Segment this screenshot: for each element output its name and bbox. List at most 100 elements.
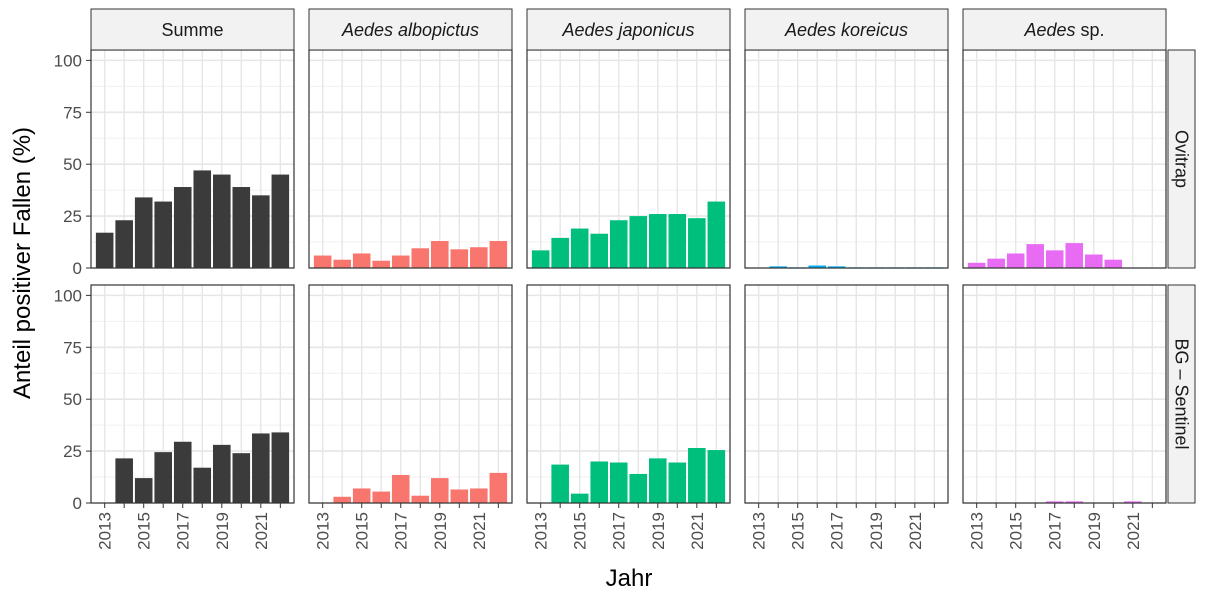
strip-label-species: Aedes albopictus: [341, 20, 479, 40]
panel: 0 25 50 75 100 2013 2015 2017 2019 2021: [54, 284, 295, 550]
panel-background: [309, 50, 512, 268]
strip-label-species: Aedes: [1023, 20, 1075, 40]
bar: [1084, 254, 1103, 268]
x-tick-label: 2017: [1046, 512, 1065, 550]
bar: [115, 458, 133, 503]
x-tick-label: 2021: [688, 512, 707, 550]
x-tick-label: 2013: [750, 512, 769, 550]
panel: [308, 49, 513, 269]
y-tick-label: 25: [63, 207, 82, 226]
bar: [590, 461, 609, 503]
panel: 2013 2015 2017 2019 2021: [962, 284, 1167, 550]
bar: [827, 266, 846, 268]
x-tick-label: 2015: [353, 512, 372, 550]
bar: [154, 452, 173, 503]
bar: [1045, 501, 1064, 503]
panel: 2013 2015 2017 2019 2021: [744, 284, 949, 550]
bar: [987, 258, 1005, 268]
panel-background: [745, 285, 948, 503]
panel-border: [90, 284, 295, 504]
bar: [629, 473, 648, 503]
bar: [193, 170, 212, 268]
bar: [668, 214, 687, 268]
panel: 2013 2015 2017 2019 2021: [526, 284, 731, 550]
column-strip-background: [308, 8, 513, 51]
row-strip-label: Ovitrap: [1172, 130, 1192, 188]
bar: [551, 464, 569, 503]
bar: [212, 444, 231, 503]
bar: [551, 237, 569, 268]
x-tick-label: 2015: [789, 512, 808, 550]
bar: [134, 478, 153, 503]
panel: [526, 49, 731, 269]
panels-layer: 0 25 50 75 100 0 25 50 75 100 2013 2015 2017 2019 2021…: [54, 49, 1167, 550]
bar: [372, 491, 391, 503]
bar: [411, 248, 430, 268]
column-strip-label: Summe: [161, 20, 223, 40]
bar: [271, 432, 290, 503]
panel-background: [309, 285, 512, 503]
bar: [252, 433, 270, 503]
bar: [173, 187, 192, 268]
bar: [1065, 243, 1084, 268]
y-axis-title: Anteil positiver Fallen (%): [9, 127, 36, 399]
bar: [648, 458, 667, 503]
panel: 2013 2015 2017 2019 2021: [308, 284, 513, 550]
bar: [212, 174, 231, 268]
bar: [450, 249, 469, 268]
bar: [967, 262, 986, 268]
panel: [962, 49, 1167, 269]
panel-border: [526, 284, 731, 504]
x-tick-label: 2017: [828, 512, 847, 550]
panel-border: [962, 284, 1167, 504]
x-tick-label: 2021: [906, 512, 925, 550]
x-tick-label: 2019: [213, 512, 232, 550]
bar: [391, 255, 410, 268]
bar: [173, 441, 192, 503]
bar: [232, 453, 251, 503]
bar: [668, 462, 687, 503]
y-tick-label: 0: [73, 494, 82, 513]
x-tick-label: 2021: [252, 512, 271, 550]
bar: [115, 220, 133, 268]
bar: [489, 472, 508, 503]
bar: [271, 174, 290, 268]
x-tick-label: 2019: [431, 512, 450, 550]
x-tick-label: 2015: [571, 512, 590, 550]
bar: [489, 241, 508, 268]
y-tick-label: 100: [54, 286, 82, 305]
bar: [154, 201, 173, 268]
y-tick-label: 0: [73, 259, 82, 278]
bar: [570, 493, 589, 503]
panel: [744, 49, 949, 269]
bar: [450, 489, 469, 503]
bar: [352, 253, 371, 268]
y-tick-label: 75: [63, 103, 82, 122]
bar: [609, 462, 628, 503]
bar: [1104, 259, 1123, 268]
bar: [1124, 501, 1142, 503]
x-tick-label: 2021: [470, 512, 489, 550]
panel-background: [963, 285, 1166, 503]
row-strip: BG – Sentinel: [1167, 284, 1196, 504]
bar: [352, 488, 371, 503]
bar: [688, 447, 706, 503]
bar: [1026, 244, 1045, 268]
bar: [707, 450, 726, 503]
row-strip-background: [1167, 49, 1196, 269]
bar: [232, 187, 251, 268]
bar: [134, 197, 153, 268]
column-strip-label: Aedes albopictus: [341, 20, 479, 40]
x-tick-label: 2015: [1007, 512, 1026, 550]
x-tick-label: 2013: [968, 512, 987, 550]
x-tick-label: 2021: [1124, 512, 1143, 550]
labels-layer: Summe Aedes albopictus Aedes japonicus Aede…: [90, 8, 1196, 504]
column-strip-background: [962, 8, 1167, 51]
column-strip-background: [744, 8, 949, 51]
bar: [531, 250, 550, 268]
bar: [430, 241, 449, 268]
bar: [688, 218, 706, 268]
x-tick-label: 2019: [1085, 512, 1104, 550]
strip-label-species: Aedes japonicus: [561, 20, 694, 40]
